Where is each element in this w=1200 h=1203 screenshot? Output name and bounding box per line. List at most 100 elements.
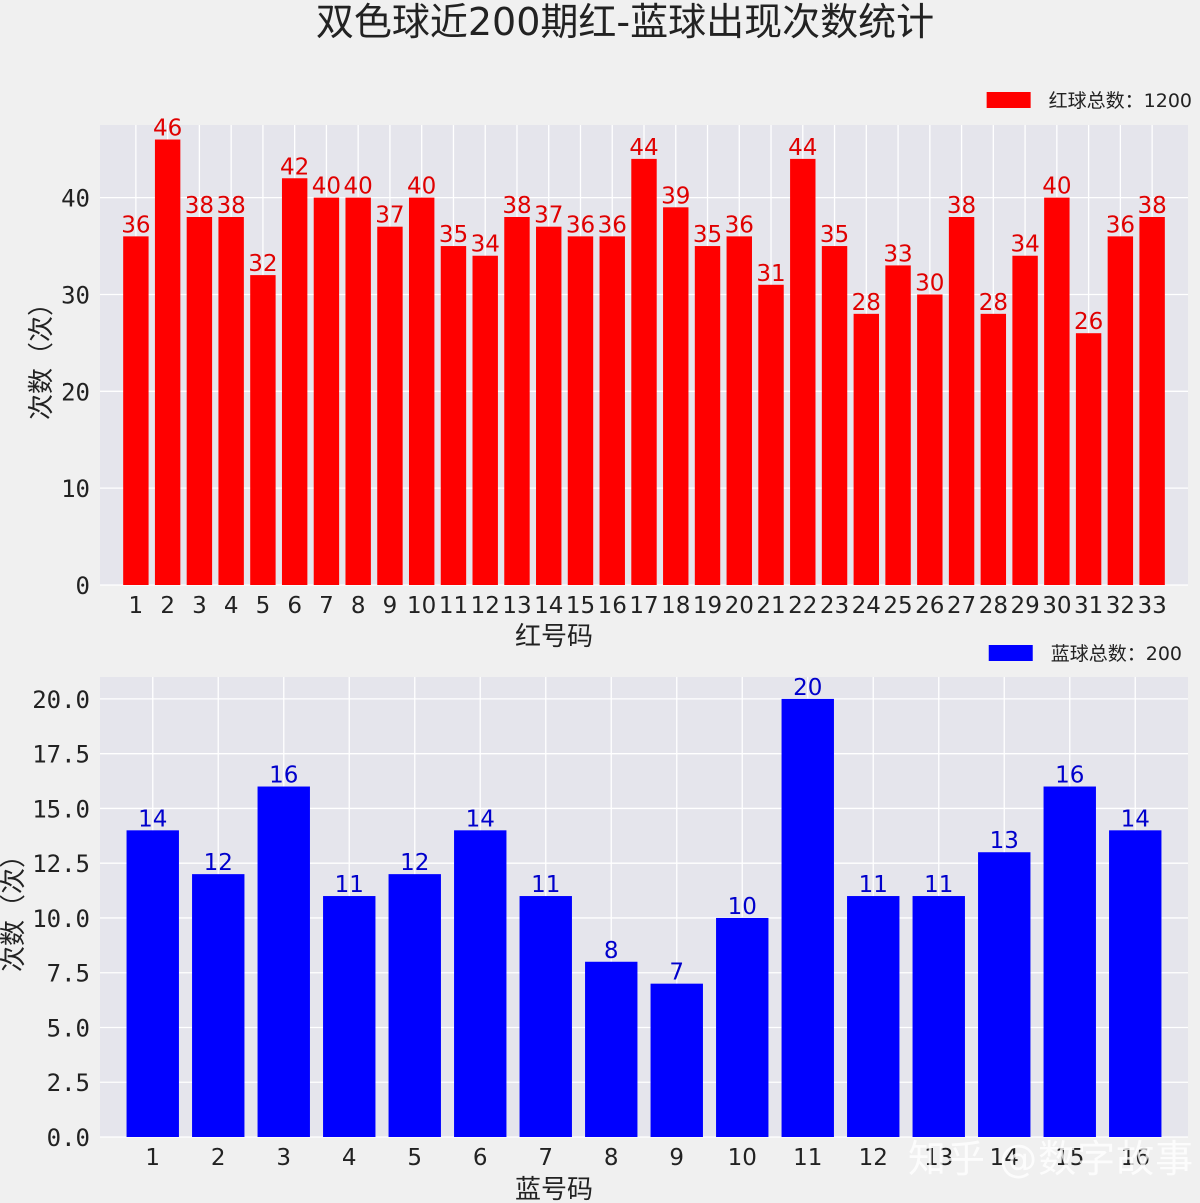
bar-red-12 bbox=[472, 255, 498, 585]
bar-value-label: 37 bbox=[375, 203, 404, 229]
bar-value-label: 39 bbox=[661, 183, 690, 209]
bar-red-31 bbox=[1075, 333, 1102, 585]
bar-blue-8 bbox=[585, 961, 638, 1137]
y-axis-label: 次数（次） bbox=[27, 290, 57, 420]
bar-value-label: 38 bbox=[217, 193, 246, 219]
x-tick-label: 3 bbox=[276, 1145, 291, 1171]
x-tick-label: 33 bbox=[1137, 593, 1166, 619]
bar-value-label: 33 bbox=[883, 241, 912, 267]
bar-red-6 bbox=[281, 178, 308, 585]
bar-blue-7 bbox=[519, 896, 572, 1137]
x-tick-label: 26 bbox=[915, 593, 944, 619]
x-tick-label: 9 bbox=[383, 593, 398, 619]
bar-value-label: 36 bbox=[598, 212, 627, 238]
bar-value-label: 11 bbox=[335, 872, 364, 898]
bar-value-label: 35 bbox=[439, 222, 468, 248]
bar-red-7 bbox=[313, 197, 340, 585]
bar-blue-4 bbox=[323, 896, 376, 1137]
bars-blue bbox=[126, 698, 1162, 1137]
bar-value-label: 13 bbox=[990, 828, 1019, 854]
bar-value-label: 44 bbox=[629, 135, 658, 161]
bar-blue-11 bbox=[781, 698, 834, 1137]
bar-value-label: 35 bbox=[693, 222, 722, 248]
bar-red-5 bbox=[250, 275, 276, 585]
x-tick-label: 30 bbox=[1042, 593, 1071, 619]
legend-red: 红球总数：1200 bbox=[986, 90, 1192, 112]
x-tick-label: 28 bbox=[979, 593, 1008, 619]
bar-red-3 bbox=[186, 217, 213, 585]
legend-swatch-blue bbox=[988, 645, 1033, 661]
x-tick-label: 20 bbox=[725, 593, 754, 619]
watermark-text: 知乎 @数字故事 bbox=[908, 1137, 1195, 1181]
x-tick-label: 7 bbox=[319, 593, 334, 619]
bar-value-label: 12 bbox=[204, 850, 233, 876]
bar-value-label: 16 bbox=[269, 763, 298, 789]
bar-red-33 bbox=[1139, 217, 1165, 585]
x-tick-label: 8 bbox=[351, 593, 366, 619]
chart-red: 0 10 20 30 40 36 1 46 2 38 3 38 4 32 5 42 6 40 7 40 8 37 9 40 10… bbox=[27, 90, 1192, 652]
legend-label: 蓝球总数：200 bbox=[1051, 643, 1182, 665]
bar-red-15 bbox=[567, 236, 594, 586]
bar-red-23 bbox=[821, 246, 848, 586]
bar-value-label: 42 bbox=[280, 154, 309, 180]
bar-red-22 bbox=[790, 158, 816, 586]
x-tick-label: 15 bbox=[1055, 1145, 1084, 1171]
x-tick-label: 15 bbox=[566, 593, 595, 619]
bar-red-14 bbox=[536, 226, 562, 585]
x-tick-label: 10 bbox=[728, 1145, 757, 1171]
x-tick-label: 1 bbox=[129, 593, 144, 619]
bar-value-label: 36 bbox=[1106, 212, 1135, 238]
bar-value-label: 32 bbox=[248, 251, 277, 277]
y-tick-label: 12.5 bbox=[32, 850, 90, 878]
bar-value-label: 34 bbox=[1010, 232, 1039, 258]
bar-red-21 bbox=[758, 284, 784, 585]
bar-value-label: 8 bbox=[604, 938, 619, 964]
bar-value-label: 38 bbox=[502, 193, 531, 219]
bar-value-label: 40 bbox=[344, 174, 373, 200]
x-tick-label: 17 bbox=[629, 593, 658, 619]
bar-value-label: 38 bbox=[1137, 193, 1166, 219]
bar-value-label: 12 bbox=[400, 850, 429, 876]
bar-value-label: 11 bbox=[531, 872, 560, 898]
y-tick-label: 20.0 bbox=[32, 686, 90, 714]
x-tick-label: 6 bbox=[473, 1145, 488, 1171]
bar-red-30 bbox=[1044, 197, 1070, 585]
x-tick-label: 25 bbox=[883, 593, 912, 619]
bar-value-label: 36 bbox=[725, 212, 754, 238]
bar-value-label: 28 bbox=[852, 290, 881, 316]
chart-title: 双色球近200期红-蓝球出现次数统计 bbox=[316, 0, 934, 44]
x-tick-label: 11 bbox=[439, 593, 468, 619]
bar-value-label: 37 bbox=[534, 203, 563, 229]
bar-value-label: 36 bbox=[566, 212, 595, 238]
bar-red-4 bbox=[218, 217, 244, 585]
bar-red-10 bbox=[408, 197, 435, 585]
x-tick-label: 11 bbox=[793, 1145, 822, 1171]
bar-red-1 bbox=[123, 236, 149, 586]
bar-value-label: 31 bbox=[756, 261, 785, 287]
x-tick-label: 16 bbox=[1121, 1145, 1150, 1171]
bar-value-label: 16 bbox=[1055, 763, 1084, 789]
bar-value-label: 44 bbox=[788, 135, 817, 161]
x-tick-label: 12 bbox=[859, 1145, 888, 1171]
y-tick-label: 0.0 bbox=[47, 1124, 90, 1152]
x-tick-label: 31 bbox=[1074, 593, 1103, 619]
bar-red-28 bbox=[980, 313, 1007, 585]
bar-blue-5 bbox=[388, 874, 441, 1137]
y-tick-label: 5.0 bbox=[47, 1014, 90, 1042]
bar-red-27 bbox=[948, 217, 975, 585]
y-tick-label: 2.5 bbox=[47, 1069, 90, 1097]
x-tick-label: 5 bbox=[256, 593, 271, 619]
x-tick-label: 10 bbox=[407, 593, 436, 619]
bar-red-20 bbox=[726, 236, 752, 586]
bar-value-label: 14 bbox=[138, 806, 167, 832]
bar-value-label: 11 bbox=[859, 872, 888, 898]
y-tick-label: 15.0 bbox=[32, 795, 90, 823]
x-tick-label: 2 bbox=[160, 593, 175, 619]
x-tick-label: 7 bbox=[538, 1145, 553, 1171]
x-tick-label: 19 bbox=[693, 593, 722, 619]
x-tick-label: 32 bbox=[1106, 593, 1135, 619]
bar-value-label: 34 bbox=[471, 232, 500, 258]
legend-swatch-red bbox=[986, 92, 1031, 108]
